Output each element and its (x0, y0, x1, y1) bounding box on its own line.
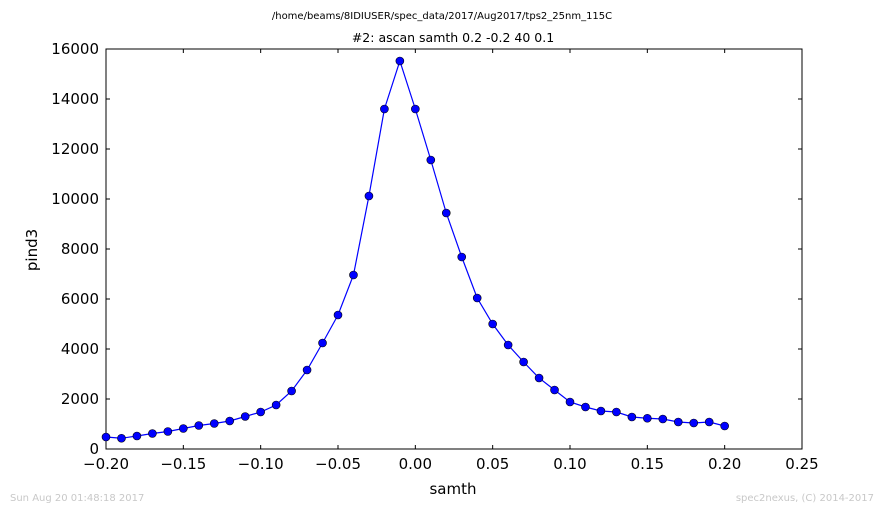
x-tick-label: 0.20 (708, 455, 741, 473)
data-point (720, 421, 729, 431)
data-point (472, 293, 482, 303)
series-line (105, 59, 725, 439)
x-tick-label: 0.25 (785, 455, 818, 473)
data-point (101, 432, 111, 442)
data-point (612, 407, 621, 417)
footer-credit: spec2nexus, (C) 2014-2017 (735, 493, 874, 504)
x-tick-label: −0.05 (315, 455, 361, 473)
x-tick-label: 0.00 (399, 455, 432, 473)
plot-area: −0.20 −0.15 −0.10 −0.05 0.00 0.05 0.10 0.15 0.20… (51, 40, 818, 473)
data-point (704, 417, 714, 427)
y-tick-label: 0 (89, 440, 99, 458)
data-point (117, 433, 126, 443)
y-tick-label: 4000 (61, 340, 99, 358)
chart-title: #2: ascan samth 0.2 -0.2 40 0.1 (352, 30, 554, 45)
data-point (163, 427, 173, 436)
data-point (643, 413, 652, 423)
x-tick-label: 0.10 (553, 455, 586, 473)
axes-frame (105, 48, 803, 450)
data-point (240, 412, 250, 421)
data-point (673, 417, 683, 427)
y-axis-label: pind3 (23, 229, 41, 271)
x-tick-label: −0.15 (160, 455, 206, 473)
y-tick-label: 12000 (51, 140, 99, 158)
data-point (488, 319, 497, 329)
data-point (658, 414, 668, 424)
data-point (364, 191, 374, 201)
data-point (256, 407, 265, 417)
data-point (411, 104, 420, 114)
x-tick-label: −0.10 (238, 455, 284, 473)
x-tick-label: 0.05 (476, 455, 509, 473)
data-point (194, 421, 204, 430)
data-point (148, 429, 157, 438)
data-point (287, 386, 296, 396)
data-point (550, 385, 559, 395)
data-point (581, 402, 590, 412)
data-point (302, 365, 312, 375)
y-tick-label: 8000 (61, 240, 99, 258)
data-point (225, 416, 235, 426)
data-point (380, 104, 389, 114)
y-tick-label: 10000 (51, 190, 99, 208)
y-tick-label: 2000 (61, 390, 99, 408)
y-tick-label: 6000 (61, 290, 99, 308)
data-point (395, 56, 405, 66)
data-point (503, 340, 513, 350)
data-point (209, 419, 219, 428)
data-point (349, 270, 358, 280)
data-point (132, 431, 142, 441)
y-tick-label: 14000 (51, 90, 99, 108)
data-point (689, 418, 699, 428)
data-point (318, 338, 327, 348)
data-point (565, 397, 575, 407)
data-point (519, 357, 528, 367)
data-point (534, 373, 544, 383)
data-point (271, 400, 281, 410)
x-tick-label: 0.15 (631, 455, 664, 473)
y-tick-label: 16000 (51, 40, 99, 58)
data-point (441, 208, 451, 218)
chart-suptitle: /home/beams/8IDIUSER/spec_data/2017/Aug2… (272, 11, 612, 22)
data-point (457, 252, 467, 262)
data-point (426, 155, 436, 165)
x-tick-label: −0.20 (83, 455, 129, 473)
data-point (596, 406, 606, 416)
x-axis-label: samth (429, 480, 476, 498)
data-point (627, 412, 637, 422)
data-point (179, 424, 188, 433)
data-point (333, 310, 343, 320)
footer-timestamp: Sun Aug 20 01:48:18 2017 (10, 493, 145, 504)
